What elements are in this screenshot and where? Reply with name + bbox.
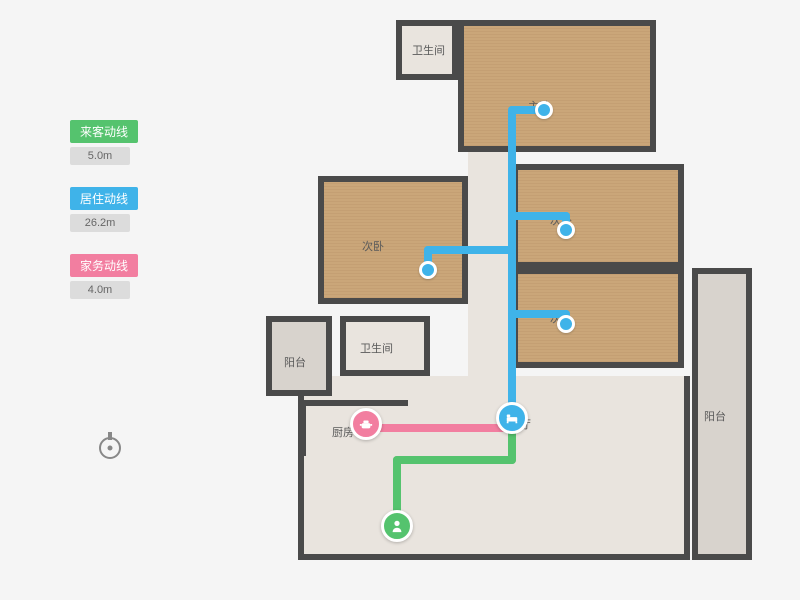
path-segment: [393, 456, 516, 464]
path-segment: [508, 106, 516, 422]
room-master: [458, 20, 656, 152]
legend-item-living: 居住动线 26.2m: [70, 187, 138, 232]
path-segment: [508, 212, 570, 220]
legend-value-guest: 5.0m: [70, 147, 130, 165]
node-entry-icon: [381, 510, 413, 542]
room-label-balc-r: 阳台: [704, 408, 726, 424]
node-kitchen-icon: [350, 408, 382, 440]
legend-label-living: 居住动线: [70, 187, 138, 210]
path-segment: [362, 424, 516, 432]
path-endpoint: [535, 101, 553, 119]
floorplan: 卫生间主卧次卧次卧次卧阳台卫生间厨房客餐厅阳台: [240, 20, 760, 580]
room-bed3: [512, 268, 684, 368]
legend-label-house: 家务动线: [70, 254, 138, 277]
path-endpoint: [557, 221, 575, 239]
compass-icon: [95, 430, 125, 460]
room-label-bed2-l: 次卧: [362, 238, 384, 254]
path-endpoint: [557, 315, 575, 333]
legend-item-guest: 来客动线 5.0m: [70, 120, 138, 165]
room-label-bath-mid: 卫生间: [360, 340, 393, 356]
room-bed2-l: [318, 176, 468, 304]
legend: 来客动线 5.0m 居住动线 26.2m 家务动线 4.0m: [70, 120, 138, 321]
legend-label-guest: 来客动线: [70, 120, 138, 143]
room-label-balc-l: 阳台: [284, 354, 306, 370]
legend-item-house: 家务动线 4.0m: [70, 254, 138, 299]
path-segment: [424, 246, 516, 254]
legend-value-living: 26.2m: [70, 214, 130, 232]
path-endpoint: [419, 261, 437, 279]
node-living-icon: [496, 402, 528, 434]
canvas: 来客动线 5.0m 居住动线 26.2m 家务动线 4.0m 卫生间主卧次卧次卧…: [0, 0, 800, 600]
hallway: [468, 152, 512, 382]
room-label-bath-top: 卫生间: [412, 42, 445, 58]
legend-value-house: 4.0m: [70, 281, 130, 299]
